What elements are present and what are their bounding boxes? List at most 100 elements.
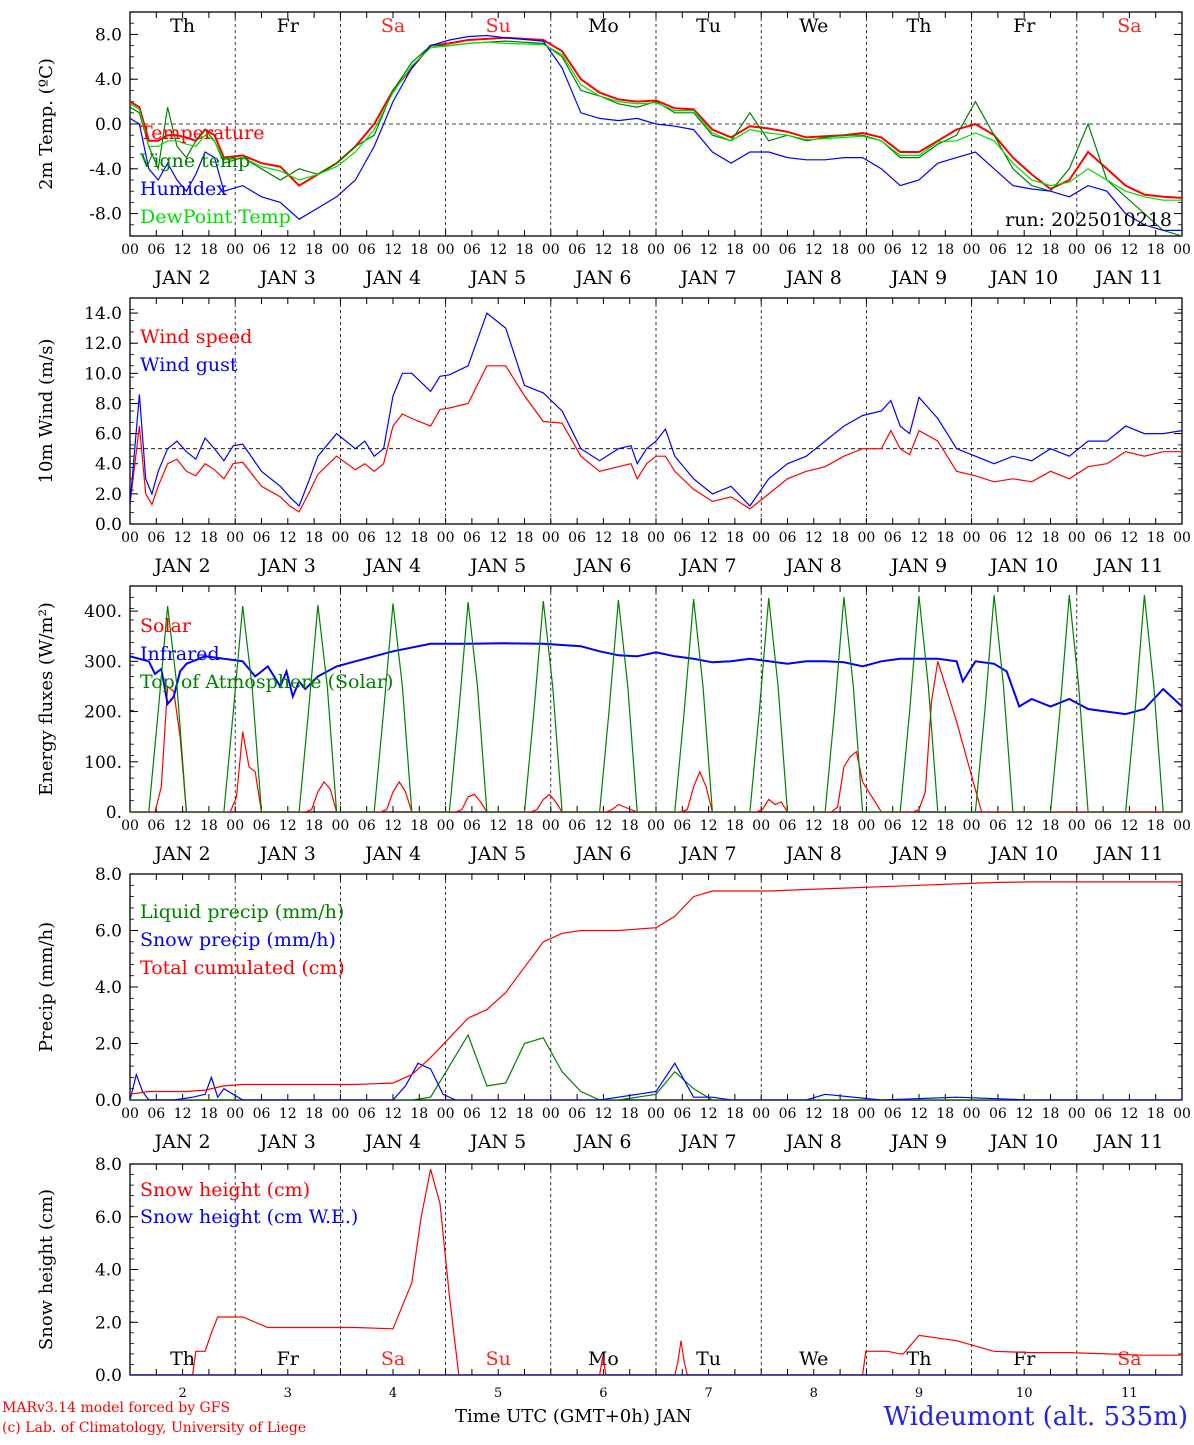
hour-tick-label: 00 (963, 1106, 981, 1122)
hour-tick-label: 12 (1015, 818, 1033, 834)
date-label: JAN 2 (153, 1131, 211, 1153)
hour-tick-label: 00 (1068, 818, 1086, 834)
y-axis-label: Precip (mm/h) (36, 922, 57, 1052)
hour-tick-label: 00 (647, 818, 665, 834)
weekday-label: Mo (588, 15, 619, 37)
y-tick-label: 0.0 (95, 1091, 122, 1111)
hour-tick-label: 18 (831, 530, 849, 546)
hour-tick-label: 12 (805, 242, 823, 258)
legend-entry: Total cumulated (cm) (140, 957, 345, 979)
day-number-label: 4 (389, 1386, 397, 1401)
hour-tick-label: 06 (673, 530, 691, 546)
hour-tick-label: 18 (516, 530, 534, 546)
hour-tick-label: 06 (989, 1106, 1007, 1122)
hour-tick-label: 18 (410, 1106, 428, 1122)
hour-tick-label: 18 (1147, 818, 1165, 834)
hour-tick-label: 18 (305, 530, 323, 546)
hour-tick-label: 12 (279, 242, 297, 258)
weekday-label: Fr (277, 1348, 300, 1370)
y-tick-label: 4.0 (95, 978, 122, 998)
hour-tick-label: 06 (463, 1106, 481, 1122)
weekday-label: Fr (1013, 1348, 1036, 1370)
hour-tick-label: 12 (279, 530, 297, 546)
series-line (130, 1169, 1182, 1375)
day-number-label: 10 (1016, 1386, 1033, 1401)
hour-tick-label: 18 (1147, 1106, 1165, 1122)
hour-tick-label: 18 (621, 242, 639, 258)
hour-tick-label: 00 (1068, 242, 1086, 258)
legend-entry: Snow precip (mm/h) (140, 929, 336, 951)
date-label: JAN 7 (679, 267, 737, 289)
hour-tick-label: 12 (489, 530, 507, 546)
date-label: JAN 2 (153, 555, 211, 577)
hour-tick-label: 12 (805, 530, 823, 546)
y-tick-label: 12.0 (84, 334, 122, 354)
hour-tick-label: 00 (857, 242, 875, 258)
hour-tick-label: 00 (121, 242, 139, 258)
hour-tick-label: 06 (673, 818, 691, 834)
date-label: JAN 8 (784, 555, 842, 577)
hour-tick-label: 12 (174, 530, 192, 546)
hour-tick-label: 12 (1120, 530, 1138, 546)
y-tick-label: 0.0 (95, 515, 122, 535)
y-tick-label: 4.0 (95, 70, 122, 90)
day-number-label: 3 (284, 1386, 292, 1401)
hour-tick-label: 00 (857, 530, 875, 546)
hour-tick-label: 18 (200, 818, 218, 834)
date-label: JAN 6 (573, 1131, 631, 1153)
hour-tick-label: 00 (542, 818, 560, 834)
hour-tick-label: 18 (1042, 242, 1060, 258)
y-tick-label: 6.0 (95, 922, 122, 942)
panel-4: 00 06 12 18 00 06 12 18 00 06 12 18 00 06 12 18 00 06 12 18… (36, 865, 1191, 1153)
y-tick-label: 300. (84, 652, 122, 672)
hour-tick-label: 00 (1068, 1106, 1086, 1122)
station-title: Wideumont (alt. 535m) (883, 1402, 1188, 1432)
hour-tick-label: 12 (700, 1106, 718, 1122)
date-label: JAN 7 (679, 555, 737, 577)
hour-tick-label: 00 (963, 818, 981, 834)
series-line (130, 594, 1182, 812)
hour-tick-label: 12 (489, 1106, 507, 1122)
y-axis-label: 10m Wind (m/s) (36, 339, 57, 484)
y-tick-label: 2.0 (95, 1035, 122, 1055)
date-label: JAN 11 (1093, 843, 1163, 865)
legend-entry: Vigne temp (139, 150, 250, 172)
date-label: JAN 3 (258, 267, 316, 289)
hour-tick-label: 18 (1147, 242, 1165, 258)
hour-tick-label: 06 (884, 242, 902, 258)
y-tick-label: -4.0 (89, 160, 122, 180)
hour-tick-label: 00 (857, 818, 875, 834)
time-axis-title: Time UTC (GMT+0h) JAN (455, 1406, 692, 1427)
hour-tick-label: 06 (989, 530, 1007, 546)
hour-tick-label: 12 (910, 530, 928, 546)
hour-tick-label: 12 (489, 818, 507, 834)
date-label: JAN 9 (889, 555, 947, 577)
hour-tick-label: 06 (253, 530, 271, 546)
hour-tick-label: 00 (437, 530, 455, 546)
weekday-label: Th (170, 15, 195, 37)
y-tick-label: 200. (84, 703, 122, 723)
date-label: JAN 9 (889, 843, 947, 865)
y-tick-label: 8.0 (95, 394, 122, 414)
weekday-label: Sa (381, 15, 405, 37)
hour-tick-label: 06 (884, 530, 902, 546)
date-label: JAN 5 (468, 267, 526, 289)
hour-tick-label: 12 (700, 530, 718, 546)
hour-tick-label: 06 (147, 818, 165, 834)
hour-tick-label: 12 (910, 1106, 928, 1122)
hour-tick-label: 00 (752, 242, 770, 258)
hour-tick-label: 00 (226, 818, 244, 834)
date-label: JAN 2 (153, 843, 211, 865)
hour-tick-label: 06 (253, 818, 271, 834)
hour-tick-label: 00 (437, 1106, 455, 1122)
hour-tick-label: 00 (752, 1106, 770, 1122)
hour-tick-label: 00 (752, 530, 770, 546)
day-number-label: 2 (178, 1386, 186, 1401)
hour-tick-label: 06 (358, 242, 376, 258)
weekday-label: Tu (696, 15, 721, 37)
date-label: JAN 3 (258, 843, 316, 865)
date-label: JAN 8 (784, 1131, 842, 1153)
weekday-label: Th (170, 1348, 195, 1370)
hour-tick-label: 06 (989, 818, 1007, 834)
date-label: JAN 8 (784, 267, 842, 289)
